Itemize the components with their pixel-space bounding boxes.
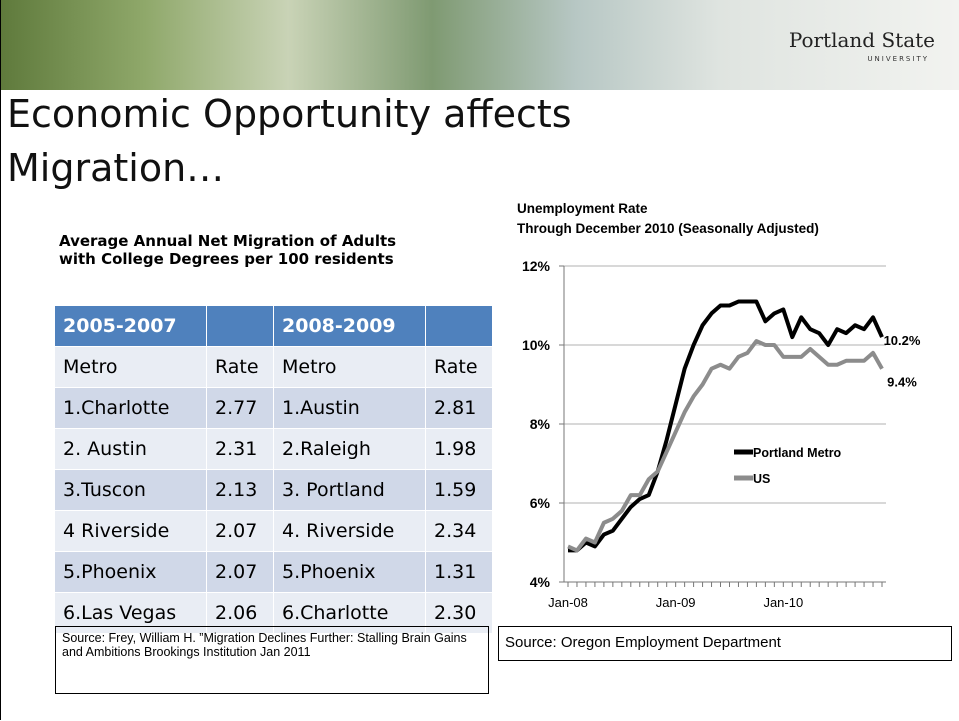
y-tick-label: 8% <box>530 416 551 432</box>
cell: 2.31 <box>206 428 274 470</box>
cell: 2.07 <box>206 551 274 593</box>
y-tick-label: 12% <box>522 258 551 274</box>
header-band <box>1 0 959 90</box>
cell: 2.77 <box>206 387 274 429</box>
period: 2008-2009 <box>273 305 426 347</box>
series-line <box>567 339 884 553</box>
table: 2005-2007 2008-2009 Metro Rate Metro Rate 1.Ch… <box>54 305 493 634</box>
cell: 1.Charlotte <box>54 387 207 429</box>
cell: 3.Tuscon <box>54 469 207 511</box>
value-label: 9.4% <box>887 375 917 390</box>
column-header: Rate <box>425 346 493 388</box>
table-caption: with College Degrees per 100 residents <box>59 250 394 268</box>
cell: 2. Austin <box>54 428 207 470</box>
cell: 5.Phoenix <box>273 551 426 593</box>
table-caption: Average Annual Net Migration of Adults <box>59 232 397 250</box>
x-tick-label: Jan-10 <box>763 595 803 610</box>
cell: 1.59 <box>425 469 493 511</box>
cell: 5.Phoenix <box>54 551 207 593</box>
x-tick-label: Jan-08 <box>548 595 588 610</box>
header-row: 2005-2007 2008-2009 <box>54 305 493 347</box>
cell: 1.Austin <box>273 387 426 429</box>
row: 3.Tuscon 2.13 3. Portland 1.59 <box>54 469 493 511</box>
row: 5.Phoenix 2.07 5.Phoenix 1.31 <box>54 551 493 593</box>
cell: 2.06 <box>206 592 274 634</box>
value-label: 10.2% <box>884 333 921 348</box>
period: 2005-2007 <box>54 305 207 347</box>
column-header: Rate <box>206 346 274 388</box>
chart-source: Source: Oregon Employment Department <box>498 626 952 661</box>
column-row: Metro Rate Metro Rate <box>54 346 493 388</box>
title: Migration… <box>7 146 225 190</box>
legend-label: US <box>753 472 770 486</box>
cell: 1.98 <box>425 428 493 470</box>
chart-title: Unemployment Rate <box>517 201 648 216</box>
cell: 2.34 <box>425 510 493 552</box>
x-tick-label: Jan-09 <box>656 595 696 610</box>
table-source: Source: Frey, William H. ”Migration Decl… <box>55 626 489 694</box>
cell: 4 Riverside <box>54 510 207 552</box>
legend-label: Portland Metro <box>753 446 842 460</box>
column-header: Metro <box>54 346 207 388</box>
cell: 2.81 <box>425 387 493 429</box>
title: Economic Opportunity affects <box>7 92 572 136</box>
logo: Portland State <box>788 28 935 52</box>
y-tick-label: 6% <box>530 495 551 511</box>
cell: 4. Riverside <box>273 510 426 552</box>
logo-sub: UNIVERSITY <box>867 55 929 63</box>
row: 4 Riverside 2.07 4. Riverside 2.34 <box>54 510 493 552</box>
chart-title: Through December 2010 (Seasonally Adjust… <box>517 221 819 236</box>
row: 1.Charlotte 2.77 1.Austin 2.81 <box>54 387 493 429</box>
y-tick-label: 10% <box>522 337 551 353</box>
cell: 1.31 <box>425 551 493 593</box>
series-line <box>568 299 884 553</box>
y-tick-label: 4% <box>530 574 551 590</box>
cell <box>206 305 274 347</box>
